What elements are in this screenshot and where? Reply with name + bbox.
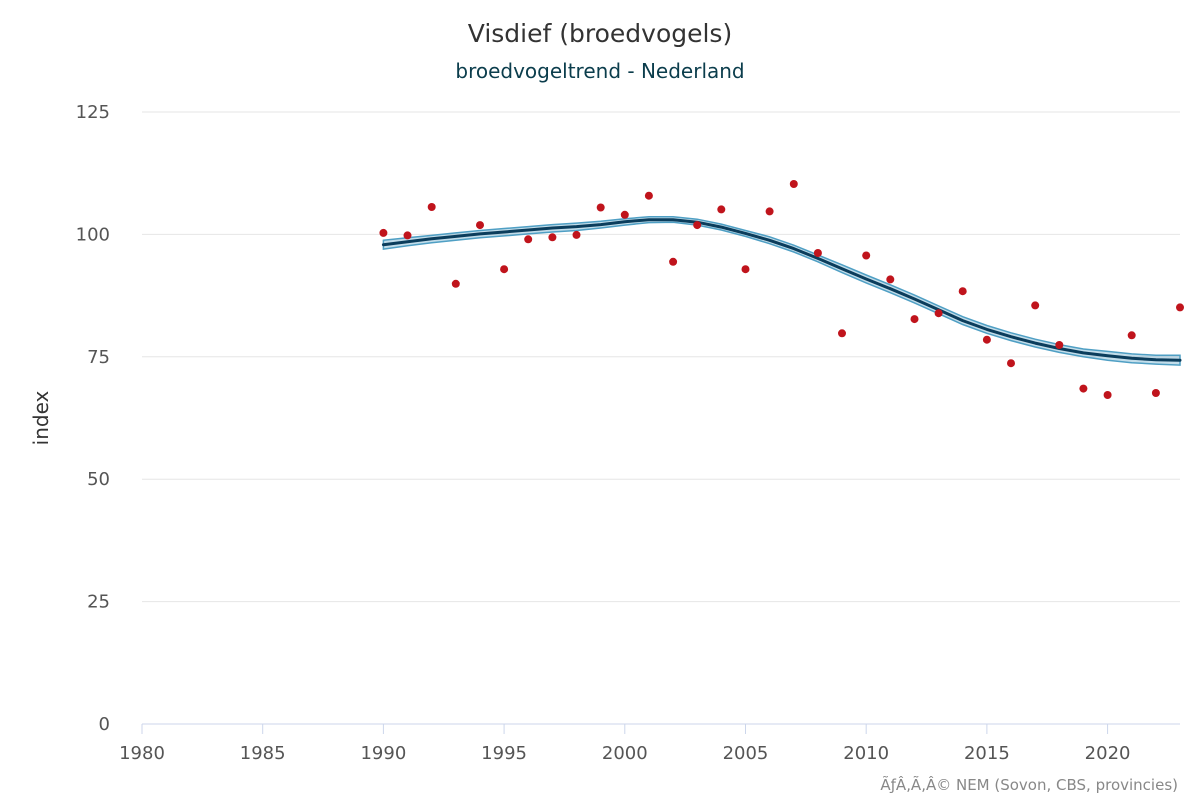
x-tick-label: 1980 — [119, 743, 165, 764]
trend-line — [381, 218, 1182, 362]
index-point[interactable] — [1079, 384, 1088, 393]
x-tick-label: 2015 — [964, 743, 1010, 764]
index-point[interactable] — [813, 249, 822, 257]
index-point[interactable] — [789, 180, 798, 188]
index-point[interactable] — [427, 203, 436, 211]
y-tick-label: 0 — [99, 714, 110, 735]
index-point[interactable] — [669, 257, 678, 266]
index-point[interactable] — [1031, 301, 1040, 310]
trend-series — [381, 218, 1182, 362]
x-tick-label: 2005 — [723, 743, 769, 764]
x-axis: 1980 1985 1990 1995 2000 2005 2010 2015 2020 — [119, 723, 1180, 764]
x-tick-label: 2020 — [1085, 743, 1131, 764]
index-point[interactable] — [476, 221, 484, 230]
index-point[interactable] — [379, 228, 388, 237]
x-tick-label: 1985 — [240, 743, 286, 764]
index-point[interactable] — [934, 309, 943, 318]
index-point[interactable] — [500, 265, 509, 274]
index-point[interactable] — [717, 205, 726, 214]
x-tick-label: 2010 — [843, 743, 889, 764]
y-tick-label: 125 — [76, 102, 110, 123]
index-point[interactable] — [1103, 391, 1112, 399]
chart-credit: ÃƒÂ‚Ã‚Â© NEM (Sovon, CBS, provincies) — [880, 775, 1178, 794]
y-tick-label: 75 — [87, 347, 110, 368]
index-point[interactable] — [524, 235, 533, 244]
index-point[interactable] — [862, 251, 871, 260]
chart-subtitle: broedvogeltrend - Nederland — [455, 59, 744, 83]
grid-lines — [142, 111, 1180, 603]
index-point[interactable] — [1055, 341, 1064, 349]
index-point[interactable] — [1007, 359, 1015, 368]
index-point[interactable] — [741, 265, 750, 274]
index-point[interactable] — [765, 207, 774, 216]
index-point[interactable] — [982, 335, 991, 344]
index-point[interactable] — [886, 275, 895, 284]
y-axis-title: index — [29, 390, 53, 445]
index-point[interactable] — [1151, 389, 1160, 397]
index-point[interactable] — [620, 210, 629, 219]
index-point[interactable] — [644, 191, 653, 200]
index-point[interactable] — [572, 230, 581, 239]
index-point[interactable] — [958, 287, 967, 296]
index-points-series — [379, 180, 1184, 399]
index-point[interactable] — [1127, 331, 1136, 340]
index-point[interactable] — [693, 221, 702, 230]
x-tick-label: 1995 — [481, 743, 527, 764]
y-tick-label: 100 — [76, 224, 110, 245]
index-point[interactable] — [548, 233, 557, 242]
y-axis-ticks: 0 25 50 75 100 125 — [76, 102, 110, 735]
chart-title: Visdief (broedvogels) — [468, 19, 732, 48]
index-point[interactable] — [910, 315, 919, 324]
index-point[interactable] — [838, 329, 846, 338]
y-tick-label: 50 — [87, 469, 110, 490]
index-point[interactable] — [403, 231, 412, 240]
x-tick-label: 2000 — [602, 743, 648, 764]
y-tick-label: 25 — [87, 592, 110, 613]
index-point[interactable] — [1176, 303, 1184, 312]
index-point[interactable] — [596, 203, 605, 212]
x-tick-label: 1990 — [360, 743, 406, 764]
index-point[interactable] — [451, 279, 460, 288]
